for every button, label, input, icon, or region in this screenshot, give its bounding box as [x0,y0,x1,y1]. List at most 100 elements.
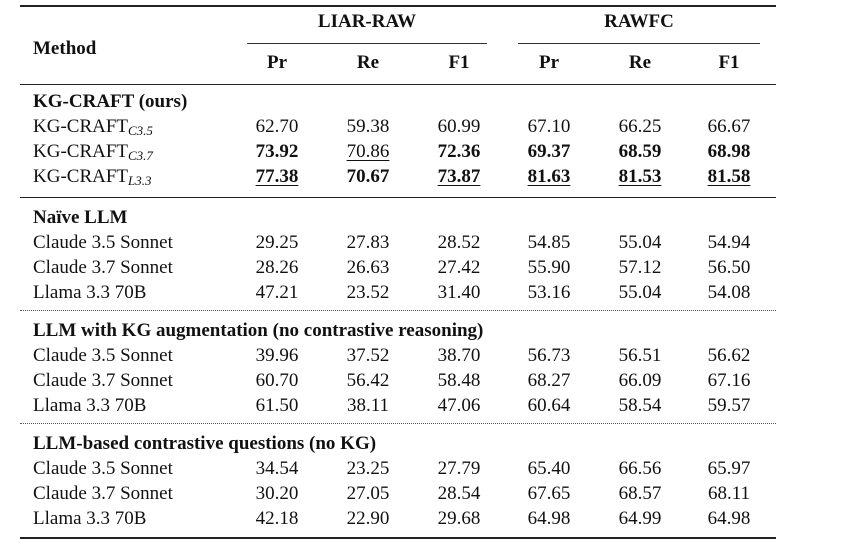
table-cell: 42.18 [255,508,299,529]
metric-header: F1 [718,52,740,73]
table-cell: 64.98 [707,508,751,529]
method-name: Claude 3.7 Sonnet [33,483,173,505]
method-label: Claude 3.7 Sonnet [33,370,173,391]
table-cell: 73.87 [437,166,481,187]
group-header-rawfc: RAWFC [604,11,674,32]
table-cell: 81.58 [707,166,751,187]
table-cell: 22.90 [346,508,390,529]
section-separator [20,423,776,424]
table-cell: 55.90 [527,257,571,278]
table-cell: 72.36 [437,141,481,162]
method-name: Claude 3.5 Sonnet [33,345,173,367]
table-cell: 68.11 [707,483,751,504]
table-cell: 60.70 [255,370,299,391]
metric-header: Re [628,52,652,73]
table-cell: 31.40 [437,282,481,303]
method-label: KG-CRAFT [33,116,129,137]
table-cell: 53.16 [527,282,571,303]
table-cell: 61.50 [255,395,299,416]
table-cell: 66.56 [618,458,662,479]
table-cell: 66.25 [618,116,662,137]
method-name: KG-CRAFTL3.3 [33,166,152,188]
cmidrule-liar-raw [247,43,487,44]
method-label: Claude 3.5 Sonnet [33,345,173,366]
table-cell: 59.38 [346,116,390,137]
table-cell: 30.20 [255,483,299,504]
method-label: Claude 3.7 Sonnet [33,257,173,278]
method-name: Claude 3.7 Sonnet [33,257,173,279]
table-cell: 38.70 [437,345,481,366]
table-cell: 47.06 [437,395,481,416]
table-cell: 26.63 [346,257,390,278]
table-cell: 28.54 [437,483,481,504]
table-cell: 66.09 [618,370,662,391]
table-cell: 68.27 [527,370,571,391]
table-cell: 38.11 [346,395,390,416]
table-cell: 67.16 [707,370,751,391]
section-title: Naïve LLM [33,207,128,228]
table-cell: 27.42 [437,257,481,278]
table-cell: 47.21 [255,282,299,303]
table-cell: 59.57 [707,395,751,416]
metric-header: Pr [538,52,560,73]
table-cell: 55.04 [618,282,662,303]
table-cell: 56.73 [527,345,571,366]
method-label: Llama 3.3 70B [33,508,147,529]
section-title: KG-CRAFT (ours) [33,91,188,112]
method-name: Llama 3.3 70B [33,395,146,417]
method-name: KG-CRAFTC3.7 [33,141,153,163]
method-label: KG-CRAFT [33,141,129,162]
table-cell: 56.51 [618,345,662,366]
table-cell: 67.10 [527,116,571,137]
table-cell: 56.62 [707,345,751,366]
table-cell: 54.08 [707,282,751,303]
table-cell: 68.59 [618,141,662,162]
table-cell: 56.50 [707,257,751,278]
table-cell: 27.83 [346,232,390,253]
table-cell: 60.99 [437,116,481,137]
table-cell: 29.25 [255,232,299,253]
table-cell: 62.70 [255,116,299,137]
table-cell: 23.52 [346,282,390,303]
group-header-liar-raw: LIAR-RAW [317,11,417,32]
section-title: LLM with KG augmentation (no contrastive… [33,320,484,341]
method-label: Llama 3.3 70B [33,282,147,303]
metric-header: Pr [266,52,288,73]
table-cell: 27.05 [346,483,390,504]
method-name: Claude 3.7 Sonnet [33,370,173,392]
bottom-rule [20,537,776,539]
table-cell: 57.12 [618,257,662,278]
method-variant: L3.3 [128,173,152,188]
header-rule [20,84,776,85]
table-cell: 55.04 [618,232,662,253]
method-label: Claude 3.5 Sonnet [33,458,173,479]
metric-header: Re [356,52,380,73]
method-variant: C3.7 [128,148,153,163]
method-label: KG-CRAFT [33,166,129,187]
table-cell: 64.98 [527,508,571,529]
table-cell: 29.68 [437,508,481,529]
cmidrule-rawfc [518,43,760,44]
table-cell: 70.67 [346,166,390,187]
method-variant: C3.5 [128,123,153,138]
table-cell: 81.63 [527,166,571,187]
method-name: Claude 3.5 Sonnet [33,232,173,254]
table-cell: 58.48 [437,370,481,391]
table-cell: 34.54 [255,458,299,479]
section-separator [20,310,776,311]
table-cell: 73.92 [255,141,299,162]
table-cell: 65.40 [527,458,571,479]
table-cell: 56.42 [346,370,390,391]
section-rule [20,197,776,198]
table-cell: 77.38 [255,166,299,187]
method-label: Claude 3.5 Sonnet [33,232,173,253]
method-name: Llama 3.3 70B [33,508,146,530]
method-name: KG-CRAFTC3.5 [33,116,153,138]
table-cell: 67.65 [527,483,571,504]
method-name: Claude 3.5 Sonnet [33,458,173,480]
method-header: Method [33,38,97,59]
table-cell: 65.97 [707,458,751,479]
table-cell: 27.79 [437,458,481,479]
table-cell: 28.26 [255,257,299,278]
table-cell: 69.37 [527,141,571,162]
